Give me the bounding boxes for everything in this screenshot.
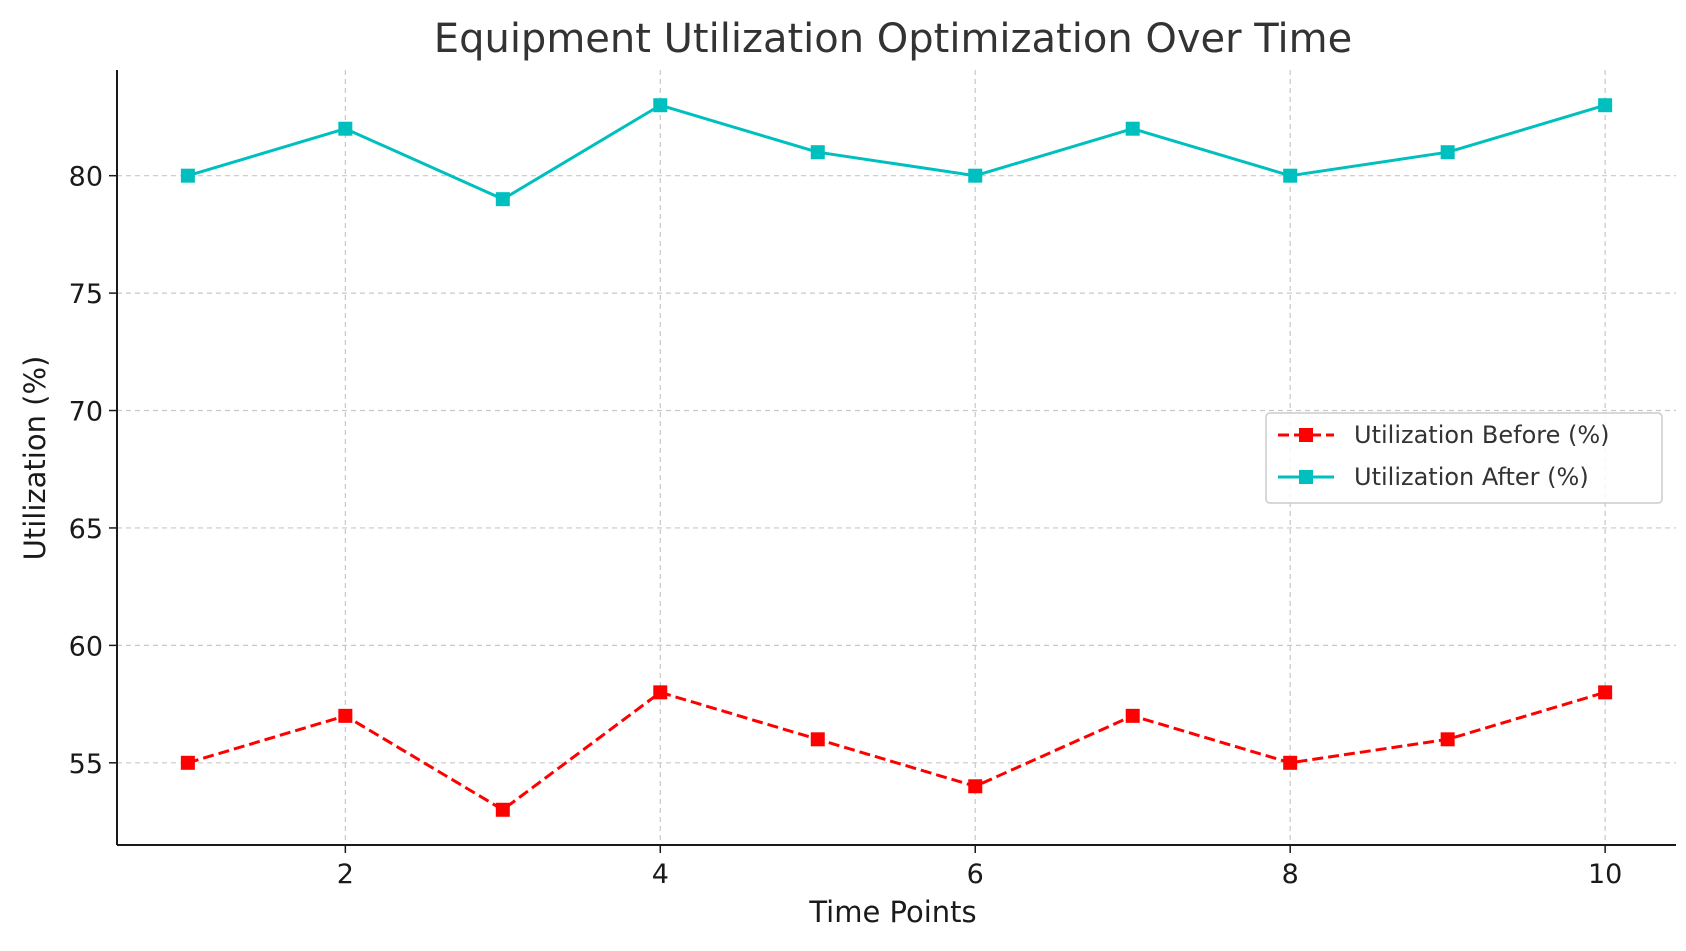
data-point: [495, 192, 510, 207]
x-axis-label: Time Points: [808, 895, 976, 929]
x-tick-label: 6: [967, 859, 984, 890]
y-tick-label: 80: [69, 162, 103, 193]
y-tick-label: 75: [69, 279, 103, 310]
x-tick-label: 2: [337, 859, 354, 890]
legend-marker: [1299, 470, 1313, 484]
x-tick-label: 8: [1282, 859, 1299, 890]
legend-label: Utilization Before (%): [1354, 421, 1610, 449]
chart-title: Equipment Utilization Optimization Over …: [434, 16, 1352, 62]
legend-marker: [1299, 428, 1313, 442]
data-point: [1283, 168, 1298, 183]
series: [180, 98, 1613, 817]
data-point: [1440, 145, 1455, 160]
y-tick-label: 65: [69, 514, 103, 545]
data-point: [810, 732, 825, 747]
legend-label: Utilization After (%): [1354, 463, 1589, 491]
x-tick-label: 4: [652, 859, 669, 890]
series-line-1: [187, 690, 1606, 812]
axes: 55 60 65 70 75 80 2 4 6 8 10: [69, 70, 1676, 890]
y-tick-label: 60: [69, 631, 103, 662]
legend: Utilization Before (%) Utilization After …: [1265, 412, 1663, 504]
data-point: [968, 168, 983, 183]
data-point: [1598, 685, 1613, 700]
y-tick-label: 55: [69, 749, 103, 780]
data-point: [810, 145, 825, 160]
data-point: [653, 685, 668, 700]
data-point: [968, 779, 983, 794]
data-point: [495, 802, 510, 817]
y-axis-label: Utilization (%): [18, 356, 52, 561]
legend-box: [1265, 412, 1663, 504]
data-point: [180, 755, 195, 770]
data-point: [1125, 708, 1140, 723]
data-point: [1598, 98, 1613, 113]
data-point: [180, 168, 195, 183]
data-point: [338, 708, 353, 723]
data-point: [1440, 732, 1455, 747]
data-point: [1125, 121, 1140, 136]
data-point: [338, 121, 353, 136]
y-tick-label: 70: [69, 397, 103, 428]
series-line-2: [187, 103, 1606, 201]
x-tick-label: 10: [1588, 859, 1622, 890]
data-point: [1283, 755, 1298, 770]
data-point: [653, 98, 668, 113]
